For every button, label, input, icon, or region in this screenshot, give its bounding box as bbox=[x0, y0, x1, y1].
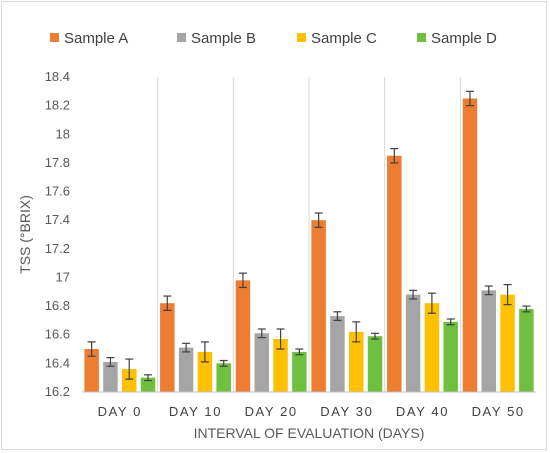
legend-swatch bbox=[297, 33, 306, 42]
y-tick-label: 18.4 bbox=[45, 69, 70, 84]
bars bbox=[84, 98, 534, 393]
legend-label: Sample C bbox=[311, 30, 377, 47]
x-tick-label: DAY 40 bbox=[396, 404, 449, 419]
y-tick-label: 18.2 bbox=[45, 98, 70, 113]
x-tick-label: DAY 50 bbox=[472, 404, 525, 419]
error-bar bbox=[163, 295, 172, 311]
error-bar bbox=[371, 332, 380, 340]
x-tick-labels: DAY 0 DAY 10 DAY 20 DAY 30 DAY 40 DAY 50 bbox=[98, 404, 525, 419]
error-bar bbox=[352, 321, 361, 343]
legend-item: Sample D bbox=[417, 30, 497, 47]
y-tick-label: 17.8 bbox=[45, 155, 70, 170]
legend-label: Sample A bbox=[64, 30, 128, 47]
legend: Sample A Sample B Sample C Sample D bbox=[50, 30, 497, 47]
error-bar bbox=[87, 341, 96, 357]
error-bar bbox=[409, 289, 418, 300]
x-tick-label: DAY 10 bbox=[169, 404, 222, 419]
bar-sample-b bbox=[330, 316, 345, 392]
error-bar bbox=[125, 358, 134, 380]
legend-item: Sample C bbox=[297, 30, 377, 47]
error-bar bbox=[257, 328, 266, 339]
error-bar bbox=[446, 318, 455, 326]
bar-sample-a bbox=[387, 155, 402, 392]
legend-label: Sample B bbox=[191, 30, 256, 47]
y-tick-label: 16.2 bbox=[45, 384, 70, 399]
bar-sample-c bbox=[424, 303, 440, 392]
x-tick-label: DAY 0 bbox=[98, 404, 142, 419]
bar-sample-b bbox=[405, 294, 421, 392]
error-bar bbox=[465, 90, 474, 107]
y-tick-label: 16.8 bbox=[45, 298, 70, 313]
bar-sample-c bbox=[273, 339, 288, 392]
bar-sample-d bbox=[140, 377, 156, 392]
error-bar bbox=[390, 147, 399, 164]
y-tick-label: 17 bbox=[56, 269, 70, 284]
bar-sample-d bbox=[292, 351, 307, 392]
legend-label: Sample D bbox=[431, 30, 497, 47]
bar-sample-c bbox=[121, 369, 137, 392]
bar-sample-c bbox=[348, 331, 364, 392]
legend-swatch bbox=[417, 33, 426, 42]
bar-sample-b bbox=[178, 347, 194, 392]
bar-sample-a bbox=[311, 220, 326, 392]
error-bar bbox=[333, 311, 342, 322]
error-bar bbox=[522, 305, 531, 313]
bar-sample-c bbox=[500, 294, 515, 392]
legend-swatch bbox=[177, 33, 186, 42]
error-bar bbox=[200, 341, 209, 363]
y-tick-labels: 16.2 16.4 16.6 16.8 17 17.2 17.4 17.6 17.8 18 18.2… bbox=[45, 69, 70, 399]
x-tick-label: DAY 20 bbox=[245, 404, 298, 419]
legend-swatch bbox=[50, 33, 59, 42]
y-tick-label: 17.6 bbox=[45, 184, 70, 199]
bar-sample-d bbox=[216, 363, 231, 392]
bar-sample-b bbox=[254, 333, 270, 392]
error-bar bbox=[106, 357, 115, 367]
bar-sample-a bbox=[160, 303, 175, 392]
legend-item: Sample A bbox=[50, 30, 128, 47]
bar-sample-b bbox=[481, 290, 497, 392]
bar-sample-d bbox=[443, 321, 458, 392]
error-bar bbox=[295, 348, 304, 356]
bar-sample-b bbox=[103, 361, 118, 392]
bar-sample-d bbox=[367, 336, 383, 392]
y-axis-title: TSS (°BRIX) bbox=[17, 195, 33, 274]
error-bar bbox=[314, 212, 323, 228]
legend-item: Sample B bbox=[177, 30, 256, 47]
bar-sample-d bbox=[519, 308, 534, 392]
error-bar bbox=[276, 328, 285, 350]
error-bars bbox=[87, 90, 531, 382]
y-tick-label: 16.6 bbox=[45, 327, 70, 342]
bar-sample-a bbox=[235, 280, 251, 392]
error-bar bbox=[238, 272, 247, 289]
y-tick-label: 17.4 bbox=[45, 212, 70, 227]
y-tick-label: 16.4 bbox=[45, 355, 70, 370]
error-bar bbox=[503, 284, 512, 306]
error-bar bbox=[484, 285, 493, 296]
y-tick-label: 17.2 bbox=[45, 241, 70, 256]
error-bar bbox=[182, 342, 191, 353]
bar-sample-a bbox=[462, 98, 478, 393]
error-bar bbox=[427, 292, 436, 314]
bar-sample-a bbox=[84, 349, 99, 392]
error-bar bbox=[219, 359, 228, 367]
x-axis-title: INTERVAL OF EVALUATION (DAYS) bbox=[194, 425, 425, 441]
y-tick-label: 18 bbox=[56, 126, 70, 141]
category-separators bbox=[157, 77, 461, 392]
error-bar bbox=[144, 374, 153, 382]
x-tick-label: DAY 30 bbox=[320, 404, 373, 419]
